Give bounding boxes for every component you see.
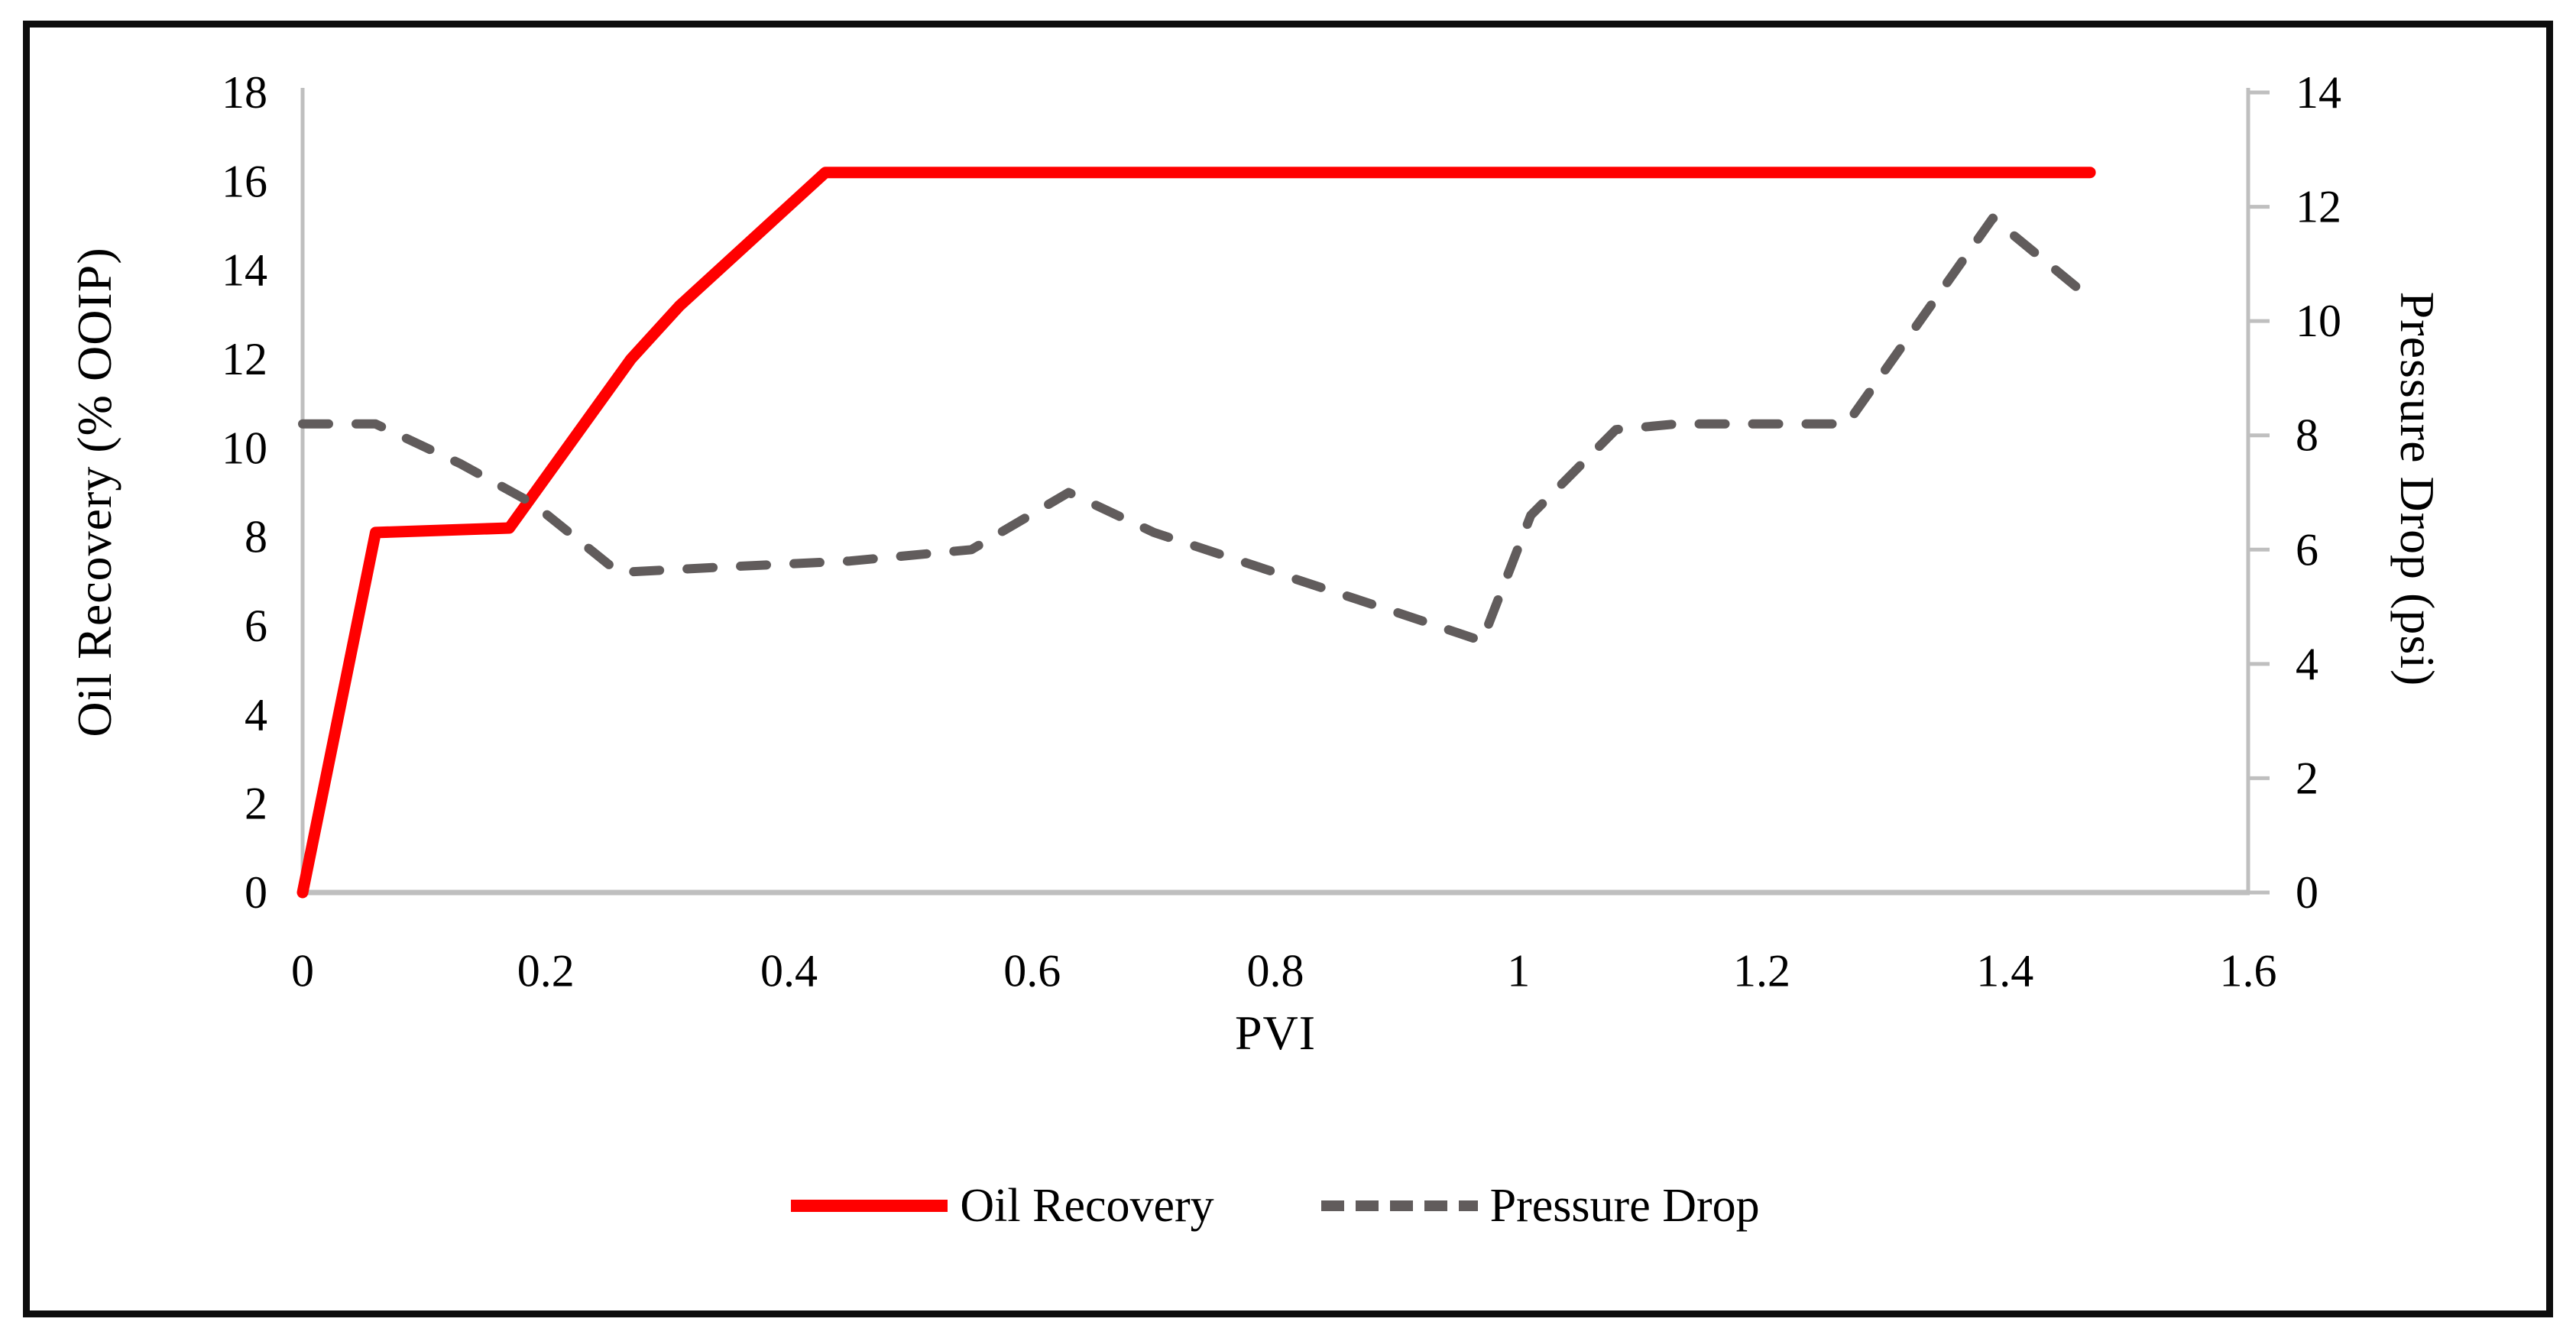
right-axis-tick-label: 2 <box>2296 753 2318 803</box>
right-axis-tick-label: 10 <box>2296 296 2341 346</box>
legend-label-pressure-drop: Pressure Drop <box>1489 1179 1760 1232</box>
legend-item-oil-recovery: Oil Recovery <box>791 1179 1214 1233</box>
legend-item-pressure-drop: Pressure Drop <box>1320 1179 1760 1233</box>
oil-recovery-line-swatch <box>791 1200 948 1212</box>
x-axis-tick-label: 0 <box>291 945 314 996</box>
series-pressure-drop <box>298 213 2095 646</box>
right-axis-tick-label: 12 <box>2296 182 2341 232</box>
right-axis-title: Pressure Drop (psi) <box>2390 291 2445 687</box>
left-axis-tick-label: 0 <box>245 867 267 918</box>
right-axis-tick-label: 0 <box>2296 867 2318 918</box>
left-axis-title: Oil Recovery (% OOIP) <box>67 247 122 737</box>
left-axis-tick-label: 8 <box>245 512 267 562</box>
left-axis-tick-label: 14 <box>222 245 267 296</box>
x-axis-tick-label: 0.4 <box>760 945 818 996</box>
x-axis-tick-label: 1 <box>1507 945 1530 996</box>
figure-border <box>23 21 2553 1317</box>
legend-label-oil-recovery: Oil Recovery <box>960 1179 1214 1232</box>
left-axis-tick-label: 4 <box>245 689 267 740</box>
right-axis-tick-label: 6 <box>2296 524 2318 575</box>
x-axis-tick-label: 0.2 <box>517 945 575 996</box>
x-axis-tick-label: 1.2 <box>1733 945 1790 996</box>
x-axis-tick-label: 0.8 <box>1247 945 1304 996</box>
left-axis-tick-label: 10 <box>222 423 267 473</box>
left-axis-tick-label: 2 <box>245 779 267 829</box>
left-axis-tick-label: 6 <box>245 601 267 651</box>
left-axis-tick-label: 16 <box>222 156 267 206</box>
series-oil-recovery <box>296 167 2096 899</box>
x-axis-tick-label: 0.6 <box>1003 945 1061 996</box>
x-axis-tick-label: 1.4 <box>1976 945 2033 996</box>
x-axis-tick-label: 1.6 <box>2220 945 2277 996</box>
x-axis-title: PVI <box>1234 1006 1317 1060</box>
right-axis-tick-label: 8 <box>2296 410 2318 461</box>
right-axis-tick-label: 14 <box>2296 67 2341 118</box>
left-axis-tick-label: 12 <box>222 334 267 384</box>
pressure-drop-line-swatch <box>1320 1200 1478 1211</box>
left-axis-tick-label: 18 <box>222 67 267 118</box>
right-axis-tick-label: 4 <box>2296 639 2318 689</box>
